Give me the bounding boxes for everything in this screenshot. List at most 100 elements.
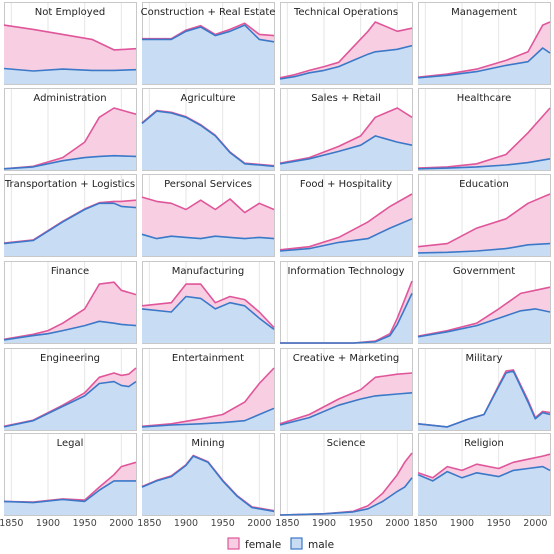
- male-line: [279, 477, 413, 516]
- panel-title: Military: [465, 353, 502, 364]
- panel-title: Religion: [464, 438, 504, 449]
- panel-title: Personal Services: [164, 179, 252, 190]
- female-line: [141, 196, 275, 214]
- panel-entertainment: Entertainment: [141, 348, 275, 431]
- panel-legal: Legal: [3, 433, 137, 516]
- female-line: [279, 193, 413, 251]
- female-area: [4, 25, 136, 85]
- x-tick-label: 2000: [523, 518, 547, 529]
- male-line: [279, 392, 413, 426]
- panel-administration: Administration: [3, 88, 137, 171]
- female-area: [142, 368, 274, 430]
- male-line: [279, 218, 413, 252]
- panel-title: Sales + Retail: [311, 93, 381, 104]
- male-line: [3, 380, 137, 428]
- legend-label-male: male: [308, 539, 334, 551]
- male-line: [417, 158, 551, 170]
- male-area: [4, 321, 136, 343]
- panel-engineering: Engineering: [3, 348, 137, 431]
- panel-title: Manufacturing: [172, 266, 244, 277]
- panel-title: Technical Operations: [293, 7, 398, 18]
- panel-personal-services: Personal Services: [141, 174, 275, 257]
- female-line: [417, 107, 551, 169]
- panel-mining: Mining: [141, 433, 275, 516]
- panel-manufacturing: Manufacturing: [141, 261, 275, 344]
- female-area: [418, 194, 550, 256]
- female-line: [141, 283, 275, 329]
- panel-title: Science: [327, 438, 366, 449]
- panel-management: Management: [417, 2, 551, 85]
- panel-title: Engineering: [40, 353, 100, 364]
- x-tick-label: 1850: [275, 518, 299, 529]
- panel-title: Construction + Real Estate: [141, 7, 276, 18]
- panel-title: Administration: [33, 93, 106, 104]
- male-area: [280, 135, 412, 170]
- female-area: [418, 108, 550, 170]
- legend-swatch-female: [227, 537, 240, 550]
- x-tick-label: 1950: [487, 518, 511, 529]
- x-tick-label: 1950: [211, 518, 235, 529]
- x-tick-label: 2000: [109, 518, 133, 529]
- male-area: [418, 371, 550, 430]
- x-tick-label: 1900: [312, 518, 336, 529]
- male-line: [3, 320, 137, 341]
- x-tick-label: 2000: [247, 518, 271, 529]
- male-area: [4, 203, 136, 256]
- x-tick-label: 1850: [137, 518, 161, 529]
- male-area: [280, 293, 412, 343]
- male-line: [141, 295, 275, 331]
- panel-title: Education: [459, 179, 509, 190]
- male-area: [142, 408, 274, 430]
- female-line: [3, 281, 137, 341]
- panel-information-technology: Information Technology: [280, 261, 413, 344]
- panel-title: Government: [453, 266, 515, 277]
- male-line: [141, 407, 275, 428]
- female-line: [417, 193, 551, 248]
- male-line: [141, 455, 275, 513]
- x-tick-label: 1900: [36, 518, 60, 529]
- panel-title: Entertainment: [172, 353, 244, 364]
- panel-title: Mining: [191, 438, 224, 449]
- male-area: [4, 68, 136, 84]
- panel-government: Government: [417, 261, 551, 344]
- male-line: [280, 293, 413, 344]
- male-area: [142, 25, 274, 85]
- legend: female male: [227, 537, 334, 551]
- x-tick-label: 2000: [385, 518, 409, 529]
- x-tick-label: 1850: [0, 518, 23, 529]
- x-tick-label: 1850: [413, 518, 437, 529]
- panel-not-employed: Not Employed: [3, 2, 137, 85]
- x-tick-label: 1900: [450, 518, 474, 529]
- panel-title: Transportation + Logistics: [4, 179, 135, 190]
- male-area: [418, 308, 550, 343]
- male-line: [3, 480, 136, 504]
- male-area: [4, 480, 136, 515]
- legend-swatch-male: [290, 537, 303, 550]
- female-line: [141, 367, 275, 428]
- female-line: [3, 24, 137, 51]
- panel-title: Creative + Marketing: [293, 353, 400, 364]
- male-line: [417, 465, 551, 482]
- male-line: [141, 233, 275, 240]
- male-area: [142, 234, 274, 256]
- male-line: [3, 67, 137, 72]
- panel-frame: [280, 261, 413, 344]
- panel-title: Not Employed: [35, 7, 105, 18]
- male-area: [142, 111, 274, 170]
- panel-sales-retail: Sales + Retail: [279, 88, 413, 171]
- male-line: [142, 24, 275, 43]
- panel-science: Science: [279, 433, 413, 516]
- panel-title: Management: [451, 7, 517, 18]
- male-line: [417, 308, 551, 338]
- male-line: [417, 370, 551, 428]
- male-line: [3, 154, 137, 170]
- panel-creative-marketing: Creative + Marketing: [279, 348, 413, 431]
- male-area: [418, 466, 550, 515]
- female-line: [417, 453, 551, 479]
- male-line: [417, 47, 551, 79]
- panel-finance: Finance: [3, 261, 137, 344]
- female-line: [279, 372, 413, 425]
- x-tick-label: 1900: [174, 518, 198, 529]
